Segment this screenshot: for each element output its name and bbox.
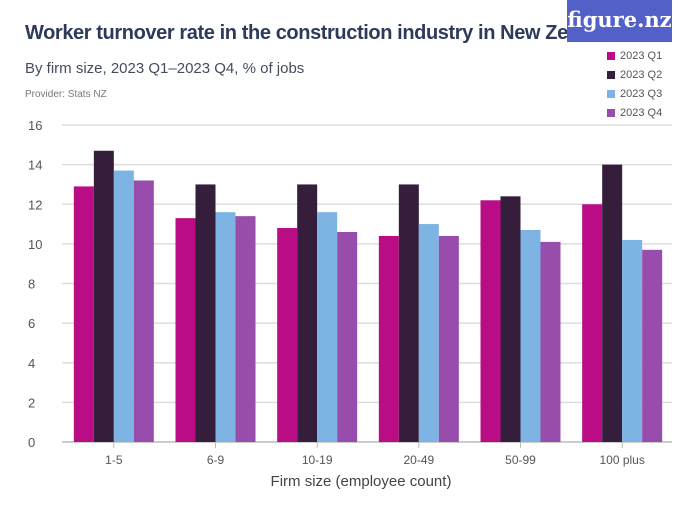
y-tick-label: 14	[28, 158, 42, 173]
legend-item: 2023 Q2	[607, 65, 662, 84]
bar-50-99-2023-Q4	[540, 241, 561, 442]
bar-6-9-2023-Q3	[215, 212, 236, 442]
legend: 2023 Q1 2023 Q2 2023 Q3 2023 Q4	[607, 46, 662, 122]
chart-title: Worker turnover rate in the construction…	[25, 22, 619, 44]
bar-10-19-2023-Q3	[317, 212, 338, 442]
bar-100 plus-2023-Q3	[622, 239, 643, 442]
x-tick-label: 1-5	[105, 453, 123, 467]
legend-swatch	[607, 89, 615, 98]
legend-label: 2023 Q1	[620, 49, 663, 62]
provider-label: Provider: Stats NZ	[25, 89, 107, 100]
x-tick-label: 6-9	[207, 453, 225, 467]
legend-label: 2023 Q3	[620, 87, 663, 100]
bar-50-99-2023-Q3	[520, 230, 541, 442]
chart-subtitle: By firm size, 2023 Q1–2023 Q4, % of jobs	[25, 60, 305, 77]
bar-20-49-2023-Q3	[418, 224, 439, 442]
bar-1-5-2023-Q4	[133, 180, 154, 442]
legend-swatch	[607, 108, 615, 117]
y-tick-label: 2	[28, 395, 35, 410]
legend-label: 2023 Q4	[620, 106, 663, 119]
legend-label: 2023 Q2	[620, 68, 663, 81]
bar-6-9-2023-Q4	[235, 216, 256, 442]
y-tick-label: 4	[28, 356, 35, 371]
bar-50-99-2023-Q1	[480, 200, 501, 442]
bar-100 plus-2023-Q4	[642, 249, 663, 442]
bar-1-5-2023-Q3	[113, 170, 134, 442]
bar-100 plus-2023-Q2	[602, 164, 623, 442]
bar-50-99-2023-Q2	[500, 196, 521, 442]
x-tick-label: 10-19	[302, 453, 333, 467]
x-tick-label: 20-49	[403, 453, 434, 467]
bar-10-19-2023-Q4	[337, 231, 358, 442]
legend-swatch	[607, 51, 615, 60]
x-tick-label: 50-99	[505, 453, 536, 467]
bar-6-9-2023-Q2	[195, 184, 216, 442]
y-tick-label: 6	[28, 316, 35, 331]
y-tick-label: 8	[28, 277, 35, 292]
x-tick-label: 100 plus	[599, 453, 644, 467]
legend-item: 2023 Q4	[607, 103, 662, 122]
x-axis-label: Firm size (employee count)	[270, 473, 452, 490]
legend-item: 2023 Q1	[607, 46, 662, 65]
bar-100 plus-2023-Q1	[582, 204, 603, 442]
bar-10-19-2023-Q1	[277, 228, 298, 442]
bar-6-9-2023-Q1	[175, 218, 196, 442]
bar-1-5-2023-Q2	[93, 150, 114, 442]
figure-nz-logo[interactable]: figure.nz	[567, 0, 672, 42]
bar-20-49-2023-Q4	[438, 235, 459, 442]
y-tick-label: 16	[28, 118, 42, 133]
bar-20-49-2023-Q2	[398, 184, 419, 442]
y-tick-label: 10	[28, 237, 42, 252]
legend-swatch	[607, 70, 615, 79]
y-tick-label: 0	[28, 435, 35, 450]
bar-1-5-2023-Q1	[73, 186, 94, 442]
bar-10-19-2023-Q2	[297, 184, 318, 442]
legend-item: 2023 Q3	[607, 84, 662, 103]
y-tick-label: 12	[28, 197, 42, 212]
bar-20-49-2023-Q1	[378, 235, 399, 442]
